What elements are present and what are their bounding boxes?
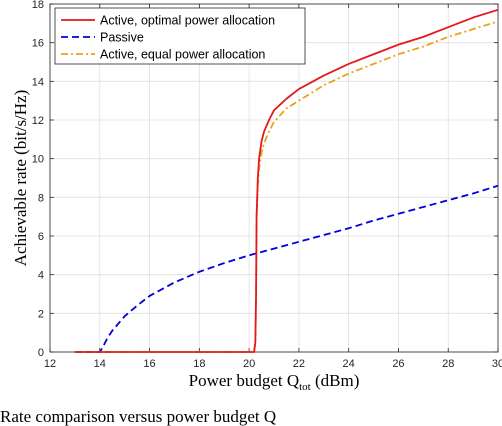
- x-tick-label: 20: [243, 358, 255, 370]
- x-tick-label: 24: [343, 358, 355, 370]
- legend-label-0: Active, optimal power allocation: [100, 14, 275, 28]
- y-tick-label: 0: [38, 347, 44, 359]
- y-tick-label: 4: [38, 270, 44, 282]
- x-tick-label: 14: [94, 358, 106, 370]
- y-tick-label: 10: [32, 154, 44, 166]
- series-line-2: [74, 20, 499, 353]
- y-tick-label: 14: [32, 76, 44, 88]
- y-tick-label: 8: [38, 192, 44, 204]
- y-tick-label: 18: [32, 0, 44, 11]
- series-line-0: [74, 8, 499, 353]
- x-tick-label: 12: [44, 358, 56, 370]
- x-axis-label: Power budget Qtot (dBm): [189, 371, 360, 393]
- x-tick-label: 22: [293, 358, 305, 370]
- legend-label-2: Active, equal power allocation: [100, 48, 265, 62]
- series-layer: [74, 8, 499, 353]
- legend: Active, optimal power allocation Passive A…: [54, 7, 306, 65]
- y-tick-label: 2: [38, 308, 44, 320]
- y-tick-label: 6: [38, 231, 44, 243]
- plot-frame: [49, 3, 499, 353]
- y-tick-label: 12: [32, 115, 44, 127]
- x-tick-label: 28: [442, 358, 454, 370]
- x-tick-label: 18: [193, 358, 205, 370]
- x-tick-label: 26: [392, 358, 404, 370]
- x-tick-label: 16: [143, 358, 155, 370]
- legend-label-1: Passive: [100, 31, 144, 45]
- x-tick-label: 30: [492, 358, 502, 370]
- y-tick-label: 16: [32, 38, 44, 50]
- caption: Rate comparison versus power budget Q: [0, 407, 276, 426]
- legend-box: [54, 7, 306, 65]
- y-axis-label: Achievable rate (bit/s/Hz): [11, 90, 30, 267]
- series-line-1: [74, 184, 499, 353]
